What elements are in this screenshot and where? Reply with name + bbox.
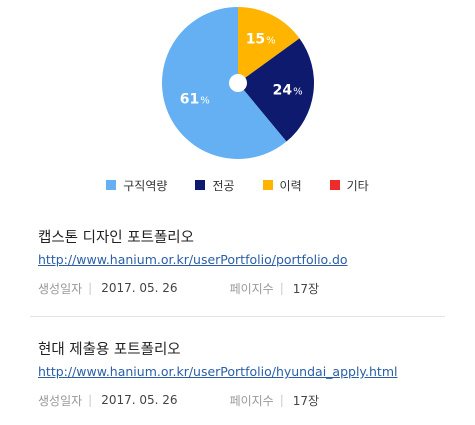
- legend-label: 전공: [212, 178, 235, 193]
- pie-slice-구직역량: [162, 7, 287, 159]
- legend-item-other: 기타: [329, 176, 369, 194]
- pie-value-label: 61%: [180, 92, 210, 108]
- pie-slice-전공: [238, 38, 314, 142]
- created-date: 2017. 05. 26: [101, 393, 178, 407]
- meta-separator: |: [279, 393, 284, 407]
- date-label: 생성일자: [38, 393, 83, 408]
- meta-separator: |: [88, 393, 93, 407]
- portfolio-link[interactable]: http://www.hanium.or.kr/userPortfolio/hy…: [38, 364, 398, 379]
- divider: [30, 316, 445, 317]
- pie-chart: 15% 24% 61%: [0, 0, 475, 175]
- portfolio-meta: 생성일자 | 2017. 05. 26 페이지수 | 17장: [38, 280, 446, 296]
- pie-value-label: 24%: [273, 82, 303, 98]
- legend-item-skills: 구직역량: [106, 176, 167, 194]
- pages-label: 페이지수: [229, 281, 274, 296]
- chart-legend: 구직역량 전공 이력 기타: [0, 176, 475, 194]
- page-count: 17장: [292, 393, 320, 408]
- created-date: 2017. 05. 26: [101, 281, 178, 295]
- portfolio-title[interactable]: 캡스톤 디자인 포트폴리오: [38, 230, 194, 246]
- portfolio-item: 현대 제출용 포트폴리오 http://www.hanium.or.kr/use…: [38, 340, 446, 408]
- pie-value-label: 15%: [246, 31, 276, 47]
- legend-label: 이력: [279, 178, 302, 193]
- legend-swatch: [262, 180, 273, 190]
- legend-item-history: 이력: [262, 176, 302, 194]
- pie-slice-이력: [238, 7, 300, 83]
- legend-label: 구직역량: [123, 178, 168, 193]
- page-count: 17장: [292, 281, 320, 296]
- meta-separator: |: [88, 281, 93, 295]
- portfolio-title[interactable]: 현대 제출용 포트폴리오: [38, 342, 181, 358]
- legend-swatch: [195, 180, 206, 190]
- legend-swatch: [106, 180, 117, 190]
- legend-label: 기타: [346, 178, 369, 193]
- pie-chart-svg: 15% 24% 61%: [162, 7, 314, 159]
- portfolio-item: 캡스톤 디자인 포트폴리오 http://www.hanium.or.kr/us…: [38, 228, 446, 296]
- legend-swatch: [329, 180, 340, 190]
- legend-item-major: 전공: [195, 176, 235, 194]
- date-label: 생성일자: [38, 281, 83, 296]
- portfolio-link[interactable]: http://www.hanium.or.kr/userPortfolio/po…: [38, 252, 348, 267]
- pie-center-hole: [229, 74, 247, 92]
- pages-label: 페이지수: [229, 393, 274, 408]
- meta-separator: |: [279, 281, 284, 295]
- portfolio-meta: 생성일자 | 2017. 05. 26 페이지수 | 17장: [38, 392, 446, 408]
